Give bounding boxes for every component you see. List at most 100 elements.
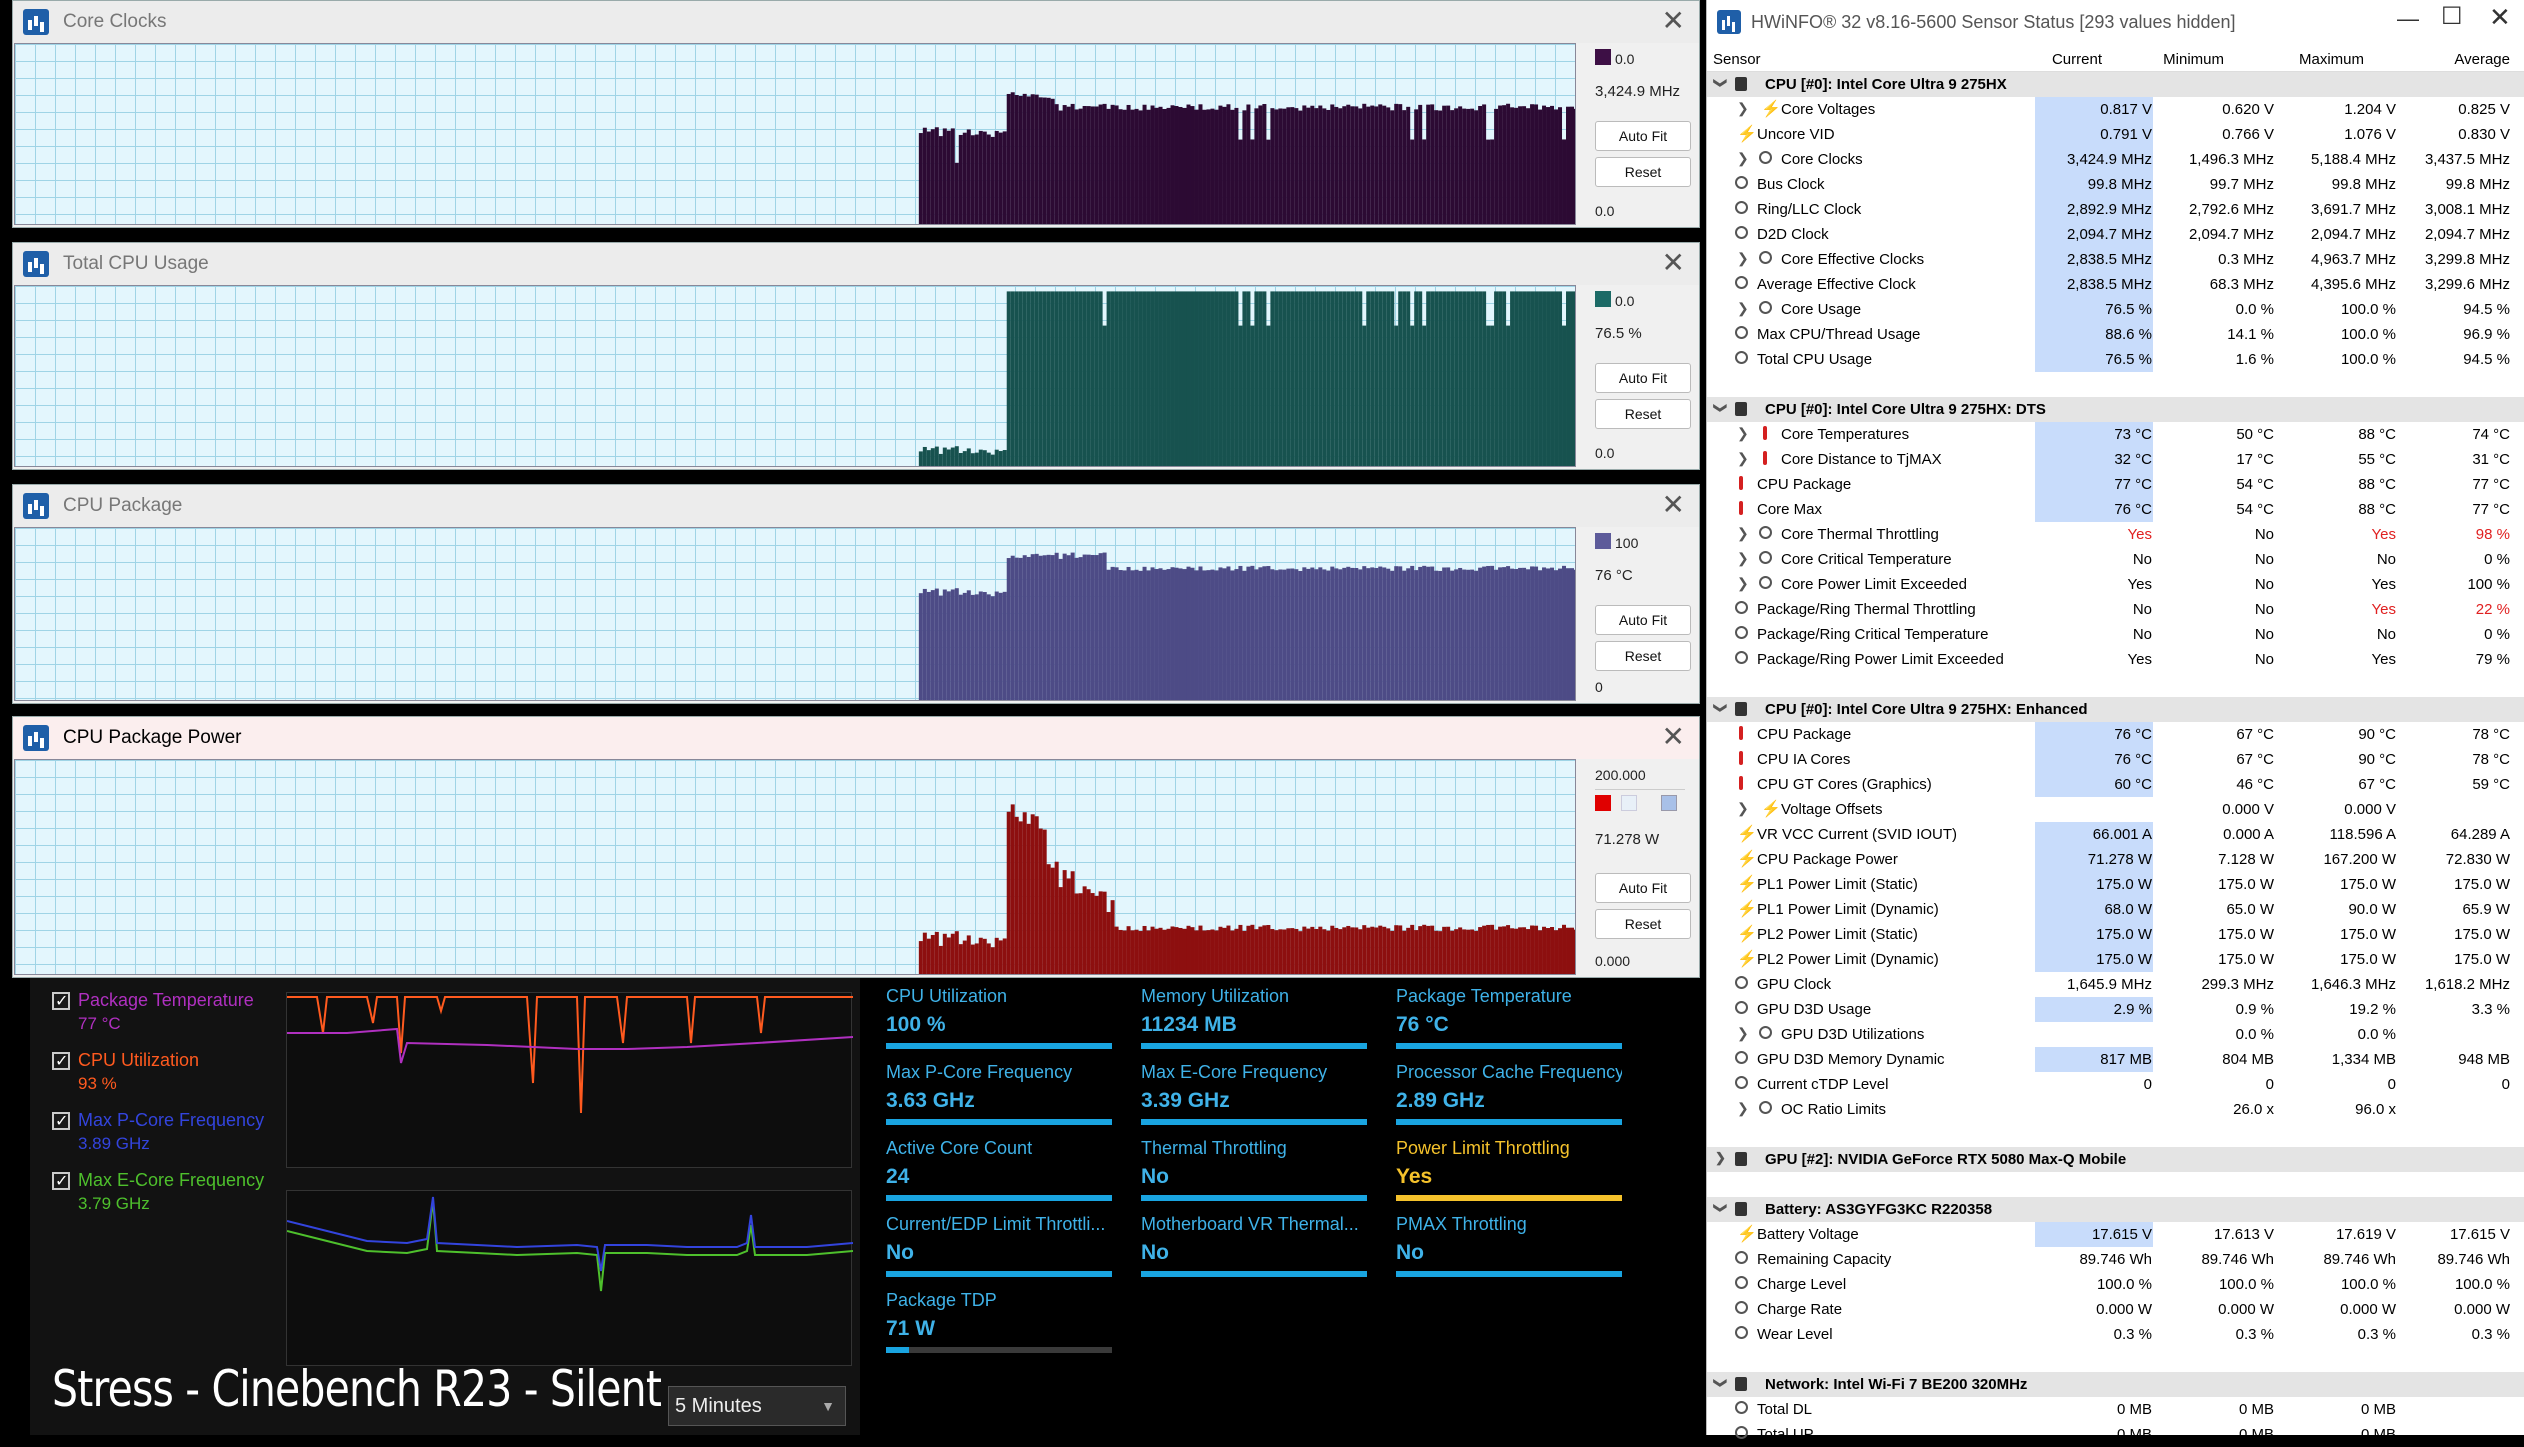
chevron-down-icon[interactable]: ❯: [1713, 1377, 1729, 1389]
graph-max-value[interactable]: 0.0: [1615, 293, 1635, 309]
graph-window-3[interactable]: CPU Package ✕ 100 76 °C Auto Fit Reset 0: [12, 484, 1700, 704]
sensor-group-header[interactable]: ❯ GPU [#2]: NVIDIA GeForce RTX 5080 Max-Q…: [1707, 1147, 2524, 1172]
reset-button[interactable]: Reset: [1595, 909, 1691, 939]
sensor-row[interactable]: ❯ Core Effective Clocks 2,838.5 MHz 0.3 MHz…: [1707, 247, 2524, 272]
color-swatch[interactable]: [1595, 291, 1611, 307]
auto-fit-button[interactable]: Auto Fit: [1595, 363, 1691, 393]
sensor-row[interactable]: CPU GT Cores (Graphics) 60 °C 46 °C 67 °C 59…: [1707, 772, 2524, 797]
sensor-row[interactable]: Max CPU/Thread Usage 88.6 % 14.1 % 100.0 % 9…: [1707, 322, 2524, 347]
chevron-right-icon[interactable]: ❯: [1737, 150, 1749, 166]
sensor-row[interactable]: Total CPU Usage 76.5 % 1.6 % 100.0 % 94.5 %: [1707, 347, 2524, 372]
sensor-row[interactable]: Bus Clock 99.8 MHz 99.7 MHz 99.8 MHz 99.8 MH…: [1707, 172, 2524, 197]
auto-fit-button[interactable]: Auto Fit: [1595, 121, 1691, 151]
chevron-right-icon[interactable]: ❯: [1715, 1150, 1726, 1165]
sensor-group-header[interactable]: ❯ CPU [#0]: Intel Core Ultra 9 275HX: DTS: [1707, 397, 2524, 422]
chevron-right-icon[interactable]: ❯: [1737, 1100, 1749, 1116]
sensor-row[interactable]: ⚡ PL1 Power Limit (Static) 175.0 W 175.0 W 1…: [1707, 872, 2524, 897]
column-header-average[interactable]: Average: [2454, 51, 2510, 68]
sensor-row[interactable]: CPU IA Cores 76 °C 67 °C 90 °C 78 °C: [1707, 747, 2524, 772]
legend-checkbox[interactable]: [52, 1171, 70, 1191]
sensor-row[interactable]: ❯ Core Critical Temperature No No No 0 %: [1707, 547, 2524, 572]
sensor-row[interactable]: ❯ Core Distance to TjMAX 32 °C 17 °C 55 °C 31…: [1707, 447, 2524, 472]
close-icon[interactable]: ✕: [1661, 721, 1685, 752]
sensor-row[interactable]: ❯ Core Usage 76.5 % 0.0 % 100.0 % 94.5 %: [1707, 297, 2524, 322]
chevron-right-icon[interactable]: ❯: [1737, 425, 1749, 441]
chevron-right-icon[interactable]: ❯: [1737, 250, 1749, 266]
sensor-row[interactable]: Package/Ring Critical Temperature No No No 0…: [1707, 622, 2524, 647]
sensor-group-header[interactable]: ❯ Battery: AS3GYFG3KC R220358: [1707, 1197, 2524, 1222]
sensor-row[interactable]: ❯ Core Temperatures 73 °C 50 °C 88 °C 74 °C: [1707, 422, 2524, 447]
sensor-row[interactable]: ⚡ Battery Voltage 17.615 V 17.613 V 17.619 V…: [1707, 1222, 2524, 1247]
chevron-down-icon[interactable]: ❯: [1713, 402, 1729, 414]
hwinfo-titlebar[interactable]: HWiNFO® 32 v8.16-5600 Sensor Status [293…: [1707, 0, 2524, 44]
sensor-row[interactable]: Charge Rate 0.000 W 0.000 W 0.000 W 0.000 W: [1707, 1297, 2524, 1322]
sensor-row[interactable]: Package/Ring Thermal Throttling No No Yes 22…: [1707, 597, 2524, 622]
close-icon[interactable]: ✕: [1661, 5, 1685, 36]
sensor-row[interactable]: ⚡ PL2 Power Limit (Static) 175.0 W 175.0 W 1…: [1707, 922, 2524, 947]
sensor-group-header[interactable]: ❯ CPU [#0]: Intel Core Ultra 9 275HX: [1707, 72, 2524, 97]
sensor-row[interactable]: CPU Package 77 °C 54 °C 88 °C 77 °C: [1707, 472, 2524, 497]
reset-button[interactable]: Reset: [1595, 157, 1691, 187]
legend-checkbox[interactable]: [52, 1111, 70, 1131]
sensor-row[interactable]: Wear Level 0.3 % 0.3 % 0.3 % 0.3 %: [1707, 1322, 2524, 1347]
reset-button[interactable]: Reset: [1595, 399, 1691, 429]
sensor-row[interactable]: ⚡ CPU Package Power 71.278 W 7.128 W 167.200…: [1707, 847, 2524, 872]
graph-titlebar[interactable]: CPU Package ✕: [13, 485, 1699, 527]
graph-window-2[interactable]: Total CPU Usage ✕ 0.0 76.5 % Auto Fit Reset 0.…: [12, 242, 1700, 470]
auto-fit-button[interactable]: Auto Fit: [1595, 605, 1691, 635]
sensor-row[interactable]: ⚡ PL1 Power Limit (Dynamic) 68.0 W 65.0 W 90…: [1707, 897, 2524, 922]
graph-titlebar[interactable]: Total CPU Usage ✕: [13, 243, 1699, 285]
color-swatch[interactable]: [1661, 795, 1677, 811]
column-header-maximum[interactable]: Maximum: [2298, 51, 2364, 68]
chevron-right-icon[interactable]: ❯: [1737, 100, 1749, 116]
sensor-row[interactable]: Charge Level 100.0 % 100.0 % 100.0 % 100.0 %: [1707, 1272, 2524, 1297]
sensor-row[interactable]: ❯ Core Power Limit Exceeded Yes No Yes 100 %: [1707, 572, 2524, 597]
sensor-row[interactable]: Total DL 0 MB 0 MB 0 MB: [1707, 1397, 2524, 1422]
color-swatch[interactable]: [1595, 49, 1611, 65]
graph-titlebar[interactable]: Core Clocks ✕: [13, 1, 1699, 43]
sensor-row[interactable]: Current cTDP Level 0 0 0 0: [1707, 1072, 2524, 1097]
close-icon[interactable]: ✕: [1661, 489, 1685, 520]
graph-max-value[interactable]: 200.000: [1595, 767, 1646, 783]
chevron-right-icon[interactable]: ❯: [1737, 800, 1749, 816]
sensor-row[interactable]: ⚡ PL2 Power Limit (Dynamic) 175.0 W 175.0 W…: [1707, 947, 2524, 972]
sensor-row[interactable]: GPU Clock 1,645.9 MHz 299.3 MHz 1,646.3 MHz…: [1707, 972, 2524, 997]
column-header-sensor[interactable]: Sensor: [1713, 51, 1761, 68]
sensor-row[interactable]: Core Max 76 °C 54 °C 88 °C 77 °C: [1707, 497, 2524, 522]
graph-window-4[interactable]: CPU Package Power ✕ 200.000 71.278 W Auto Fi…: [12, 716, 1700, 978]
chevron-right-icon[interactable]: ❯: [1737, 450, 1749, 466]
sensor-row[interactable]: GPU D3D Usage 2.9 % 0.9 % 19.2 % 3.3 %: [1707, 997, 2524, 1022]
legend-checkbox[interactable]: [52, 991, 70, 1011]
chevron-right-icon[interactable]: ❯: [1737, 525, 1749, 541]
sensor-row[interactable]: GPU D3D Memory Dynamic 817 MB 804 MB 1,334 …: [1707, 1047, 2524, 1072]
chevron-down-icon[interactable]: ❯: [1713, 1202, 1729, 1214]
chevron-down-icon[interactable]: ❯: [1713, 702, 1729, 714]
chevron-right-icon[interactable]: ❯: [1737, 575, 1749, 591]
sensor-row[interactable]: Average Effective Clock 2,838.5 MHz 68.3 M…: [1707, 272, 2524, 297]
graph-titlebar[interactable]: CPU Package Power ✕: [13, 717, 1699, 759]
auto-fit-button[interactable]: Auto Fit: [1595, 873, 1691, 903]
time-range-dropdown[interactable]: 5 Minutes ▼: [668, 1386, 846, 1426]
graph-max-value[interactable]: 100: [1615, 535, 1639, 551]
color-swatch[interactable]: [1595, 795, 1611, 811]
minimize-icon[interactable]: —: [2397, 6, 2419, 31]
sensor-row[interactable]: ❯ OC Ratio Limits 26.0 x 96.0 x: [1707, 1097, 2524, 1122]
chevron-down-icon[interactable]: ❯: [1713, 77, 1729, 89]
sensor-row[interactable]: ❯ Core Clocks 3,424.9 MHz 1,496.3 MHz 5,188.…: [1707, 147, 2524, 172]
sensor-row[interactable]: ❯ ⚡ Core Voltages 0.817 V 0.620 V 1.204 V 0.82…: [1707, 97, 2524, 122]
maximize-icon[interactable]: ☐: [2441, 3, 2463, 30]
color-swatch[interactable]: [1595, 533, 1611, 549]
reset-button[interactable]: Reset: [1595, 641, 1691, 671]
column-header-current[interactable]: Current: [2051, 51, 2102, 68]
chevron-right-icon[interactable]: ❯: [1737, 300, 1749, 316]
sensor-row[interactable]: ⚡ VR VCC Current (SVID IOUT) 66.001 A 0.000…: [1707, 822, 2524, 847]
sensor-row[interactable]: Ring/LLC Clock 2,892.9 MHz 2,792.6 MHz 3,69…: [1707, 197, 2524, 222]
sensor-row[interactable]: ❯ Core Thermal Throttling Yes No Yes 98 %: [1707, 522, 2524, 547]
close-icon[interactable]: ✕: [2489, 2, 2511, 32]
sensor-group-header[interactable]: ❯ CPU [#0]: Intel Core Ultra 9 275HX: Enh…: [1707, 697, 2524, 722]
chevron-right-icon[interactable]: ❯: [1737, 1025, 1749, 1041]
sensor-row[interactable]: ❯ GPU D3D Utilizations 0.0 % 0.0 %: [1707, 1022, 2524, 1047]
sensor-row[interactable]: Remaining Capacity 89.746 Wh 89.746 Wh 89.7…: [1707, 1247, 2524, 1272]
chevron-right-icon[interactable]: ❯: [1737, 550, 1749, 566]
sensor-row[interactable]: ❯ ⚡ Voltage Offsets 0.000 V 0.000 V: [1707, 797, 2524, 822]
